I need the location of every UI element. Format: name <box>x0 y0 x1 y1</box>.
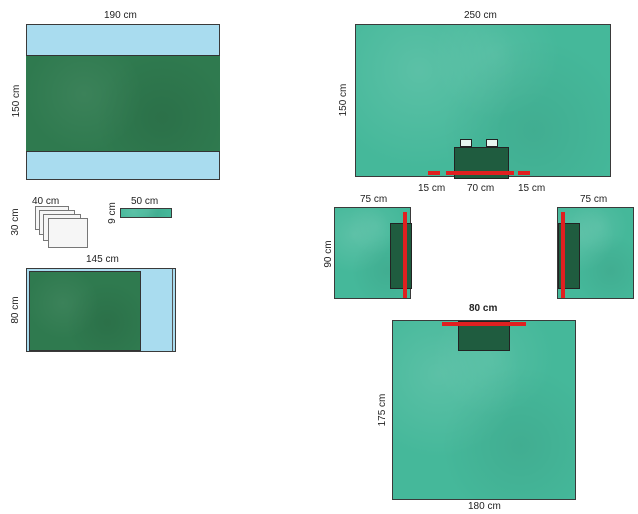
drape-bottom-height-label: 175 cm <box>377 393 388 427</box>
drape-top-left-center-panel <box>26 55 220 152</box>
drape-bottom-patch <box>458 321 510 351</box>
drape-top-left-width-label: 190 cm <box>104 10 137 21</box>
segment-center-label: 70 cm <box>467 183 495 194</box>
drape-mid-left-panel <box>29 271 141 351</box>
drape-bottom <box>392 320 576 500</box>
segment-right-label: 15 cm <box>518 183 546 194</box>
towels-width-label: 40 cm <box>32 196 60 207</box>
drape-mid-left-width-label: 145 cm <box>86 254 119 265</box>
drape-mid-left <box>26 268 176 352</box>
adhesive-strip-right <box>518 171 530 175</box>
drape-top-right-height-label: 150 cm <box>338 83 349 117</box>
side-drape-right-width-label: 75 cm <box>580 194 608 205</box>
adhesive-strip-left <box>428 171 440 175</box>
drape-bottom-width-label: 180 cm <box>468 501 501 512</box>
side-drape-right <box>557 207 634 299</box>
drape-mid-left-height-label: 80 cm <box>10 296 21 324</box>
side-drape-left-adhesive <box>403 212 407 298</box>
side-drape-right-adhesive <box>561 212 565 298</box>
segment-left-label: 15 cm <box>418 183 446 194</box>
towels-height-label: 30 cm <box>10 208 21 236</box>
drape-top-right-width-label: 250 cm <box>464 10 497 21</box>
drape-top-left-height-label: 150 cm <box>11 84 22 118</box>
drape-bottom-top-label: 80 cm <box>469 303 498 314</box>
tape-strip-width-label: 50 cm <box>131 196 159 207</box>
side-drape-left <box>334 207 412 299</box>
towel <box>48 218 88 248</box>
tape-strip <box>120 208 172 218</box>
side-drape-left-width-label: 75 cm <box>360 194 388 205</box>
drape-top-right <box>355 24 611 179</box>
drape-top-left <box>26 24 220 180</box>
tube-holder-left-icon <box>460 139 472 147</box>
tape-strip-height-label: 9 cm <box>107 202 118 224</box>
drape-bottom-adhesive <box>442 322 526 326</box>
side-drape-left-patch <box>390 223 412 289</box>
drape-mid-left-fold-line <box>172 269 173 351</box>
tube-holder-right-icon <box>486 139 498 147</box>
adhesive-strip-center <box>446 171 514 175</box>
